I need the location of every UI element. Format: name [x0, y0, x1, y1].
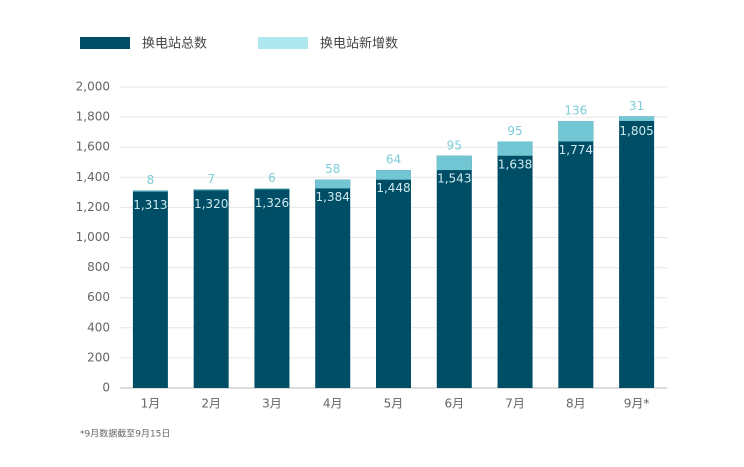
x-tick-label: 2月	[201, 397, 221, 411]
y-tick-label: 1,200	[76, 200, 110, 214]
total-label: 1,543	[437, 172, 471, 186]
bar-total	[376, 170, 411, 388]
total-label: 1,384	[316, 190, 350, 204]
new-label: 64	[386, 153, 401, 167]
bar-new	[132, 190, 168, 192]
legend-swatch	[80, 37, 130, 49]
bar-new	[376, 170, 411, 180]
x-tick-label: 9月*	[624, 397, 650, 411]
y-tick-label: 1,400	[76, 170, 110, 184]
y-tick-label: 200	[87, 350, 110, 364]
new-label: 136	[564, 104, 587, 118]
x-tick-label: 8月	[566, 397, 586, 411]
x-tick-label: 7月	[505, 397, 525, 411]
legend-swatch	[258, 37, 308, 49]
bar-total	[315, 179, 351, 388]
bar-total	[436, 155, 472, 388]
total-label: 1,448	[376, 181, 410, 195]
new-label: 8	[147, 173, 155, 187]
bar-new	[558, 121, 594, 142]
x-tick-label: 4月	[323, 397, 343, 411]
x-tick-label: 6月	[444, 397, 464, 411]
bar-total	[254, 188, 290, 388]
y-tick-label: 1,000	[76, 230, 110, 244]
x-tick-label: 1月	[141, 397, 161, 411]
bar-new	[619, 116, 655, 122]
bar-new	[315, 179, 351, 189]
bar-new	[436, 155, 472, 171]
new-label: 95	[507, 124, 522, 138]
new-label: 6	[268, 171, 276, 185]
bar-new	[193, 189, 229, 191]
bar-new	[497, 141, 533, 156]
bar-total	[132, 190, 168, 388]
total-label: 1,326	[255, 196, 289, 210]
y-tick-label: 1,800	[76, 110, 110, 124]
new-label: 58	[325, 162, 340, 176]
total-label: 1,313	[133, 198, 167, 212]
y-tick-label: 400	[87, 320, 110, 334]
total-label: 1,320	[194, 197, 228, 211]
bar-total	[619, 116, 655, 388]
y-tick-label: 2,000	[76, 80, 110, 94]
x-tick-label: 5月	[384, 397, 404, 411]
total-label: 1,774	[559, 143, 593, 157]
total-label: 1,805	[619, 124, 653, 138]
x-tick-label: 3月	[262, 397, 282, 411]
total-label: 1,638	[498, 157, 532, 171]
y-tick-label: 600	[87, 290, 110, 304]
y-tick-label: 0	[102, 381, 110, 395]
y-tick-label: 800	[87, 260, 110, 274]
y-tick-label: 1,600	[76, 140, 110, 154]
bar-total	[558, 121, 594, 388]
new-label: 7	[207, 172, 215, 186]
new-label: 31	[629, 99, 644, 113]
new-label: 95	[447, 138, 462, 152]
bar-new	[254, 188, 290, 190]
footnote: *9月数据截至9月15日	[80, 428, 170, 440]
bar-total	[193, 189, 229, 388]
bar-total	[497, 141, 533, 388]
legend-label: 换电站新增数	[320, 36, 398, 52]
legend-label: 换电站总数	[142, 37, 207, 52]
